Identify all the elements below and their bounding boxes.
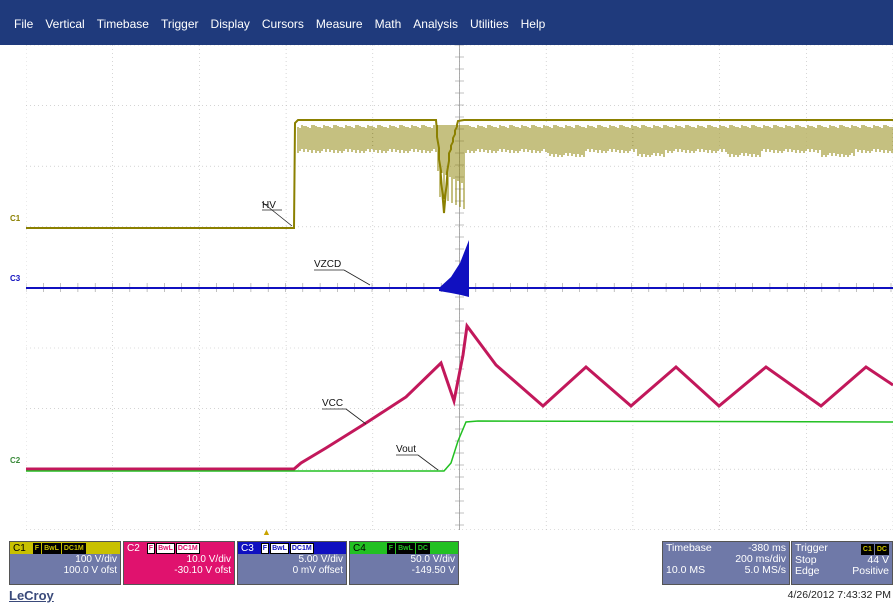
vcc-label-leader [345,408,367,425]
waveform-display: HV VZCD VCC Vout [26,45,893,530]
timebase-sample-rate: 5.0 MS/s [744,564,786,576]
trigger-slope: Positive [852,565,889,577]
c1-descriptor-header: C1 F BwL DC1M [10,542,120,554]
c3-tag-coupling: DC1M [289,542,314,554]
trigger-label: Trigger [795,542,828,554]
c1-offset: 100.0 V ofst [63,565,117,576]
menu-vertical[interactable]: Vertical [45,17,85,31]
menu-utilities[interactable]: Utilities [469,17,509,31]
c3-descriptor-name: C3 [241,542,254,554]
c4-tag-bwl: BwL [396,542,415,554]
c4-descriptor-name: C4 [353,542,366,554]
menu-math[interactable]: Math [374,17,402,31]
lecroy-logo: LeCroy [9,588,54,603]
trigger-type: Edge [795,565,820,577]
hv-label-leader [261,201,293,227]
vzcd-label-leader [343,269,371,286]
timebase-delay: -380 ms [748,542,786,554]
c1-descriptor-name: C1 [13,542,26,554]
c1-trace-noise [297,125,893,209]
timebase-samples: 10.0 MS [666,564,706,576]
c4-tag-filter: F [386,542,396,554]
c1-descriptor[interactable]: C1 F BwL DC1M 100 V/div 100.0 V ofst [9,541,121,585]
c4-vdiv: 50.0 V/div [410,554,455,565]
c4-descriptor-header: C4 F BwL DC [350,542,458,554]
trigger-tag-source: C1 [860,544,874,555]
menu-display[interactable]: Display [210,17,250,31]
c4-trace [26,420,893,472]
c2-marker: C2 [10,456,21,465]
c2-tag-bwl: BwL [156,542,175,554]
c1-tag-bwl: BwL [42,542,61,554]
timebase-samples-row: 10.0 MS 5.0 MS/s [663,565,789,576]
waveform-grid[interactable]: HV VZCD VCC Vout [26,45,893,530]
trigger-mode: Stop [795,554,817,566]
c4-descriptor[interactable]: C4 F BwL DC 50.0 V/div -149.50 V [349,541,459,585]
menu-timebase[interactable]: Timebase [96,17,149,31]
trigger-level: 44 V [867,554,889,566]
menu-cursors[interactable]: Cursors [261,17,304,31]
c3-burst [439,240,469,297]
menu-file[interactable]: File [14,17,34,31]
c1-tag-filter: F [32,542,42,554]
c1-marker: C1 [10,214,21,223]
c3-vdiv: 5.00 V/div [298,554,343,565]
c2-trace [26,322,893,471]
vout-label-leader [417,454,439,471]
vcc-label: VCC [322,398,343,409]
c2-tag-coupling: DC1M [175,542,200,554]
c1-vdiv: 100 V/div [75,554,117,565]
c3-descriptor-header: C3 F BwL DC1M [238,542,346,554]
menu-trigger[interactable]: Trigger [160,17,199,31]
hv-label: HV [262,200,276,211]
trigger-header: Trigger C1 DC [792,542,892,555]
c1-tag-coupling: DC1M [61,542,86,554]
c2-descriptor-name: C2 [127,542,140,554]
c4-tag-coupling: DC [415,542,430,554]
c2-offset: -30.10 V ofst [174,565,231,576]
c3-marker: C3 [10,274,21,283]
c2-vdiv: 10.0 V/div [186,554,231,565]
status-panel: ▲ C1 F BwL DC1M 100 V/div 100.0 V ofst C… [0,527,893,603]
timebase-label: Timebase [666,542,712,554]
trigger-type-row: Edge Positive [792,566,892,577]
c2-descriptor-header: C2 F BwL DC1M [124,542,234,554]
menu-help[interactable]: Help [520,17,546,31]
c2-descriptor[interactable]: C2 F BwL DC1M 10.0 V/div -30.10 V ofst [123,541,235,585]
menu-analysis[interactable]: Analysis [413,17,458,31]
c3-tag-bwl: BwL [270,542,289,554]
vout-label: Vout [396,444,416,455]
menu-measure[interactable]: Measure [315,17,363,31]
trigger-mode-row: Stop 44 V [792,555,892,566]
timestamp: 4/26/2012 7:43:32 PM [787,589,891,601]
trigger-tag-coupling: DC [874,544,889,555]
timebase-rate: 200 ms/div [735,553,786,565]
trigger-descriptor[interactable]: Trigger C1 DC Stop 44 V Edge Positive [791,541,893,585]
timebase-header: Timebase -380 ms [663,542,789,554]
c3-tag-filter: F [260,542,270,554]
c3-offset: 0 mV offset [292,565,343,576]
c2-tag-filter: F [146,542,156,554]
timebase-descriptor[interactable]: Timebase -380 ms 200 ms/div 10.0 MS 5.0 … [662,541,790,585]
c3-descriptor[interactable]: C3 F BwL DC1M 5.00 V/div 0 mV offset [237,541,347,585]
vzcd-label: VZCD [314,259,341,270]
menu-bar: File Vertical Timebase Trigger Display C… [0,0,893,45]
trigger-position-icon: ▲ [262,527,271,537]
c4-offset: -149.50 V [411,565,455,576]
